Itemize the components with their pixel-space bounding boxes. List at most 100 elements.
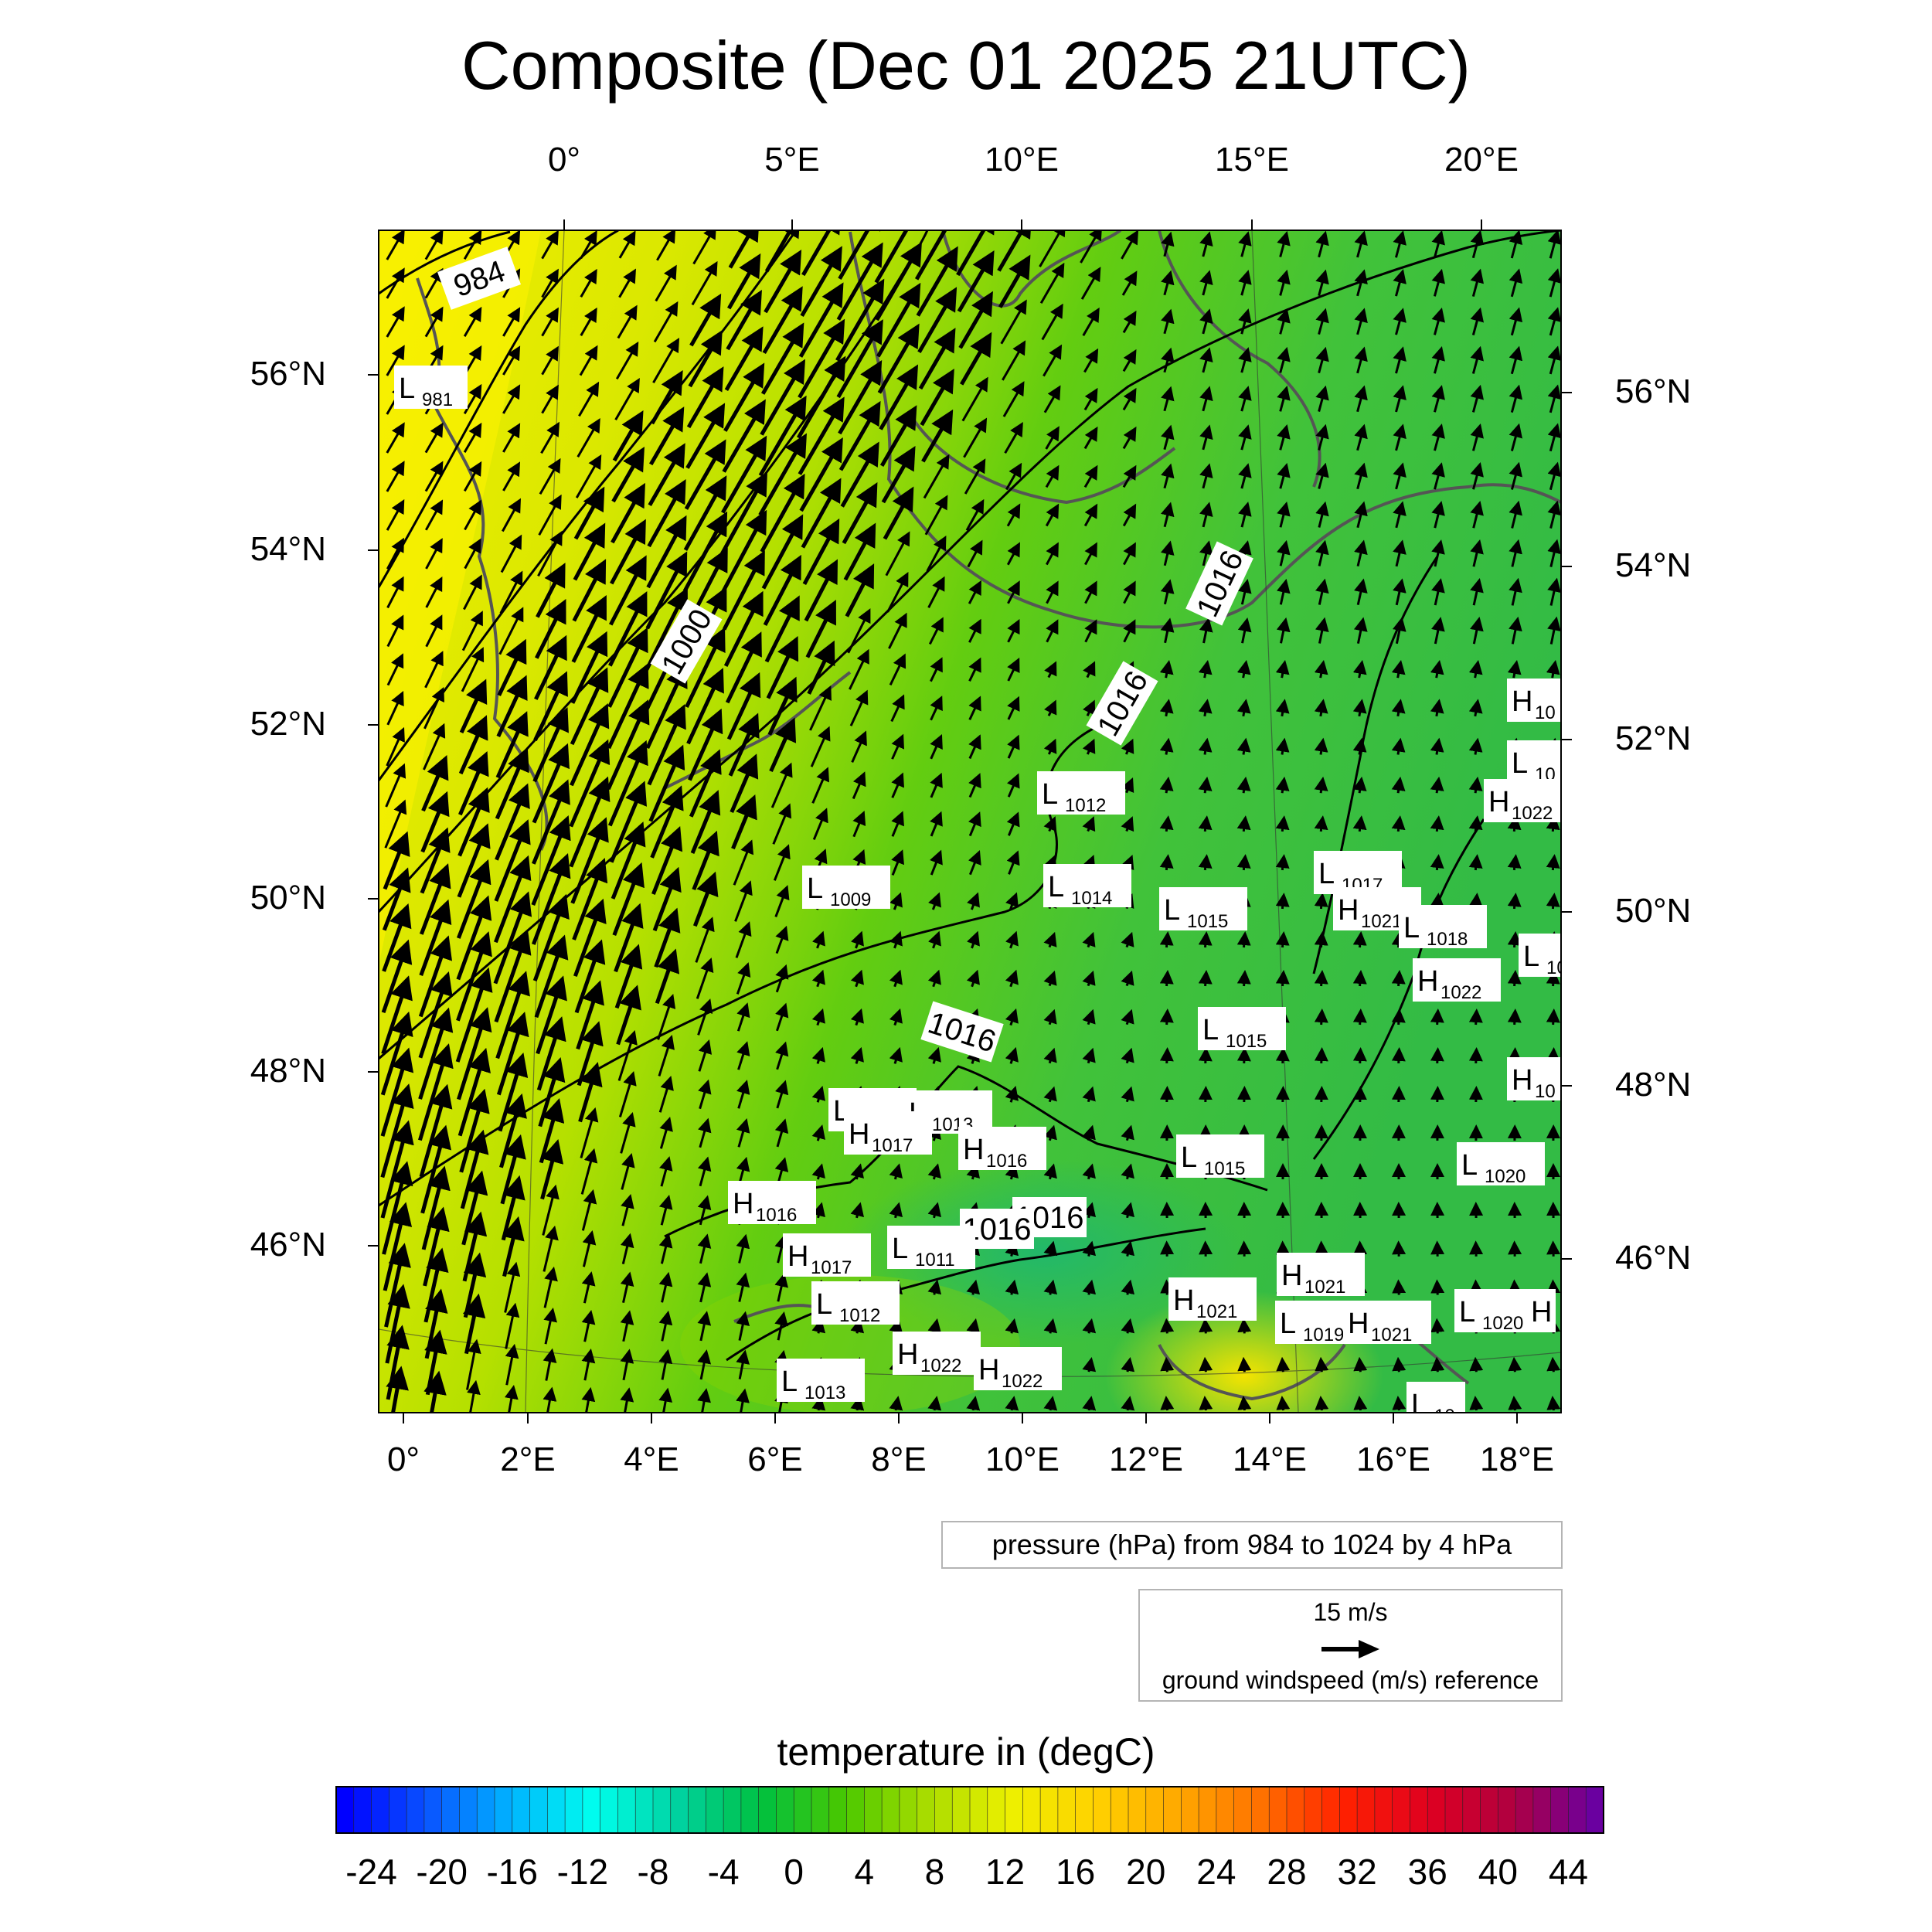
- colorbar-bin: [917, 1786, 936, 1834]
- wind-vector: [658, 1387, 673, 1413]
- wind-vector: [1547, 539, 1561, 567]
- colorbar-bin: [899, 1786, 918, 1834]
- pressure-center-value: 1022: [1512, 803, 1553, 824]
- wind-vector: [424, 461, 444, 492]
- wind-vector: [800, 246, 842, 318]
- wind-vector: [498, 607, 524, 655]
- wind-vector: [852, 810, 866, 838]
- wind-vector: [1083, 464, 1098, 488]
- wind-vector: [1275, 699, 1290, 717]
- wind-vector: [1509, 423, 1522, 451]
- wind-vector: [689, 293, 722, 347]
- wind-vector: [1276, 578, 1291, 605]
- bottom-lon-label: 18°E: [1480, 1440, 1554, 1478]
- wind-vector: [1082, 1086, 1096, 1103]
- wind-vector: [1470, 616, 1484, 645]
- wind-vector: [764, 250, 802, 314]
- wind-vector: [463, 383, 482, 415]
- wind-vector: [1082, 1240, 1097, 1257]
- wind-vector: [386, 614, 404, 648]
- wind-vector: [1199, 502, 1213, 528]
- colorbar-bin: [1181, 1786, 1199, 1834]
- right-lat-label: 52°N: [1615, 719, 1692, 757]
- pressure-center-value: 10: [1535, 702, 1556, 723]
- wind-vector: [570, 703, 610, 787]
- pressure-center: L 1015: [1159, 887, 1247, 932]
- wind-vector: [386, 498, 405, 531]
- wind-vector: [541, 345, 559, 376]
- bottom-lon-label: 16°E: [1356, 1440, 1430, 1478]
- wind-vector: [1315, 308, 1329, 335]
- wind-vector: [697, 1156, 712, 1187]
- wind-vector: [581, 1271, 596, 1304]
- wind-vector: [924, 495, 948, 536]
- wind-vector: [1238, 386, 1252, 412]
- wind-vector: [685, 403, 726, 469]
- wind-vector: [459, 679, 488, 733]
- wind-vector: [1121, 1202, 1134, 1219]
- wind-vector: [543, 1348, 557, 1381]
- wind-vector: [720, 509, 767, 594]
- wind-vector: [614, 903, 644, 973]
- pressure-center-value: 1012: [839, 1305, 880, 1326]
- wind-vector: [879, 364, 919, 430]
- wind-vector: [836, 242, 883, 321]
- colorbar-tick: -8: [637, 1852, 669, 1892]
- wind-vector: [1199, 231, 1213, 257]
- wind-vector: [423, 723, 446, 770]
- wind-vector: [722, 399, 766, 473]
- wind-vector: [1122, 387, 1137, 411]
- bottom-lon-label: 10°E: [985, 1440, 1060, 1478]
- wind-vector: [1470, 461, 1484, 490]
- wind-vector: [1237, 579, 1252, 605]
- wind-vector: [1043, 1124, 1057, 1141]
- wind-vector: [1314, 1047, 1328, 1064]
- wind-vector: [1238, 502, 1252, 528]
- colorbar-bin: [1304, 1786, 1323, 1834]
- wind-vector: [1007, 619, 1020, 643]
- colorbar-tick: -4: [707, 1852, 740, 1892]
- wind-vector: [812, 808, 828, 840]
- wind-vector: [385, 763, 406, 808]
- wind-vector: [1546, 1009, 1560, 1026]
- wind-vector: [801, 478, 842, 549]
- wind-vector: [1507, 893, 1522, 910]
- pressure-center: L 1012: [1037, 771, 1125, 816]
- wind-vector: [1547, 616, 1561, 645]
- wind-vector: [1277, 539, 1291, 566]
- wind-vector: [697, 1272, 712, 1303]
- wind-vector: [1468, 1009, 1483, 1026]
- wind-vector: [1509, 616, 1522, 645]
- lat-lon-lines: [379, 230, 1561, 1413]
- wind-vector: [1276, 1356, 1291, 1372]
- wind-vector: [461, 647, 485, 692]
- wind-vector: [927, 576, 945, 609]
- wind-vector: [620, 1271, 634, 1304]
- colorbar-bin: [1356, 1786, 1376, 1834]
- wind-vector: [1509, 577, 1522, 606]
- wind-vector: [1041, 303, 1063, 341]
- wind-vector: [1043, 1086, 1057, 1103]
- wind-vector: [541, 384, 559, 414]
- colorbar-tick: 28: [1267, 1852, 1307, 1892]
- wind-vector: [1314, 737, 1328, 755]
- wind-vector: [1354, 269, 1368, 297]
- wind-vector: [658, 1076, 674, 1113]
- wind-vector: [467, 1379, 481, 1413]
- wind-vector: [1277, 308, 1291, 335]
- wind-vector: [653, 301, 679, 343]
- wind-vector: [956, 230, 996, 277]
- wind-vector: [578, 381, 600, 417]
- pressure-center-type: H: [1512, 1064, 1532, 1097]
- wind-vector: [889, 1046, 903, 1064]
- wind-vector: [1198, 776, 1213, 794]
- wind-vector: [724, 326, 764, 392]
- pressure-center: L 10: [1406, 1382, 1465, 1413]
- colorbar-bin: [793, 1786, 812, 1834]
- wind-vector: [798, 318, 845, 399]
- wind-vector: [1159, 660, 1174, 679]
- wind-vector: [645, 551, 688, 630]
- wind-vector: [1314, 1009, 1328, 1026]
